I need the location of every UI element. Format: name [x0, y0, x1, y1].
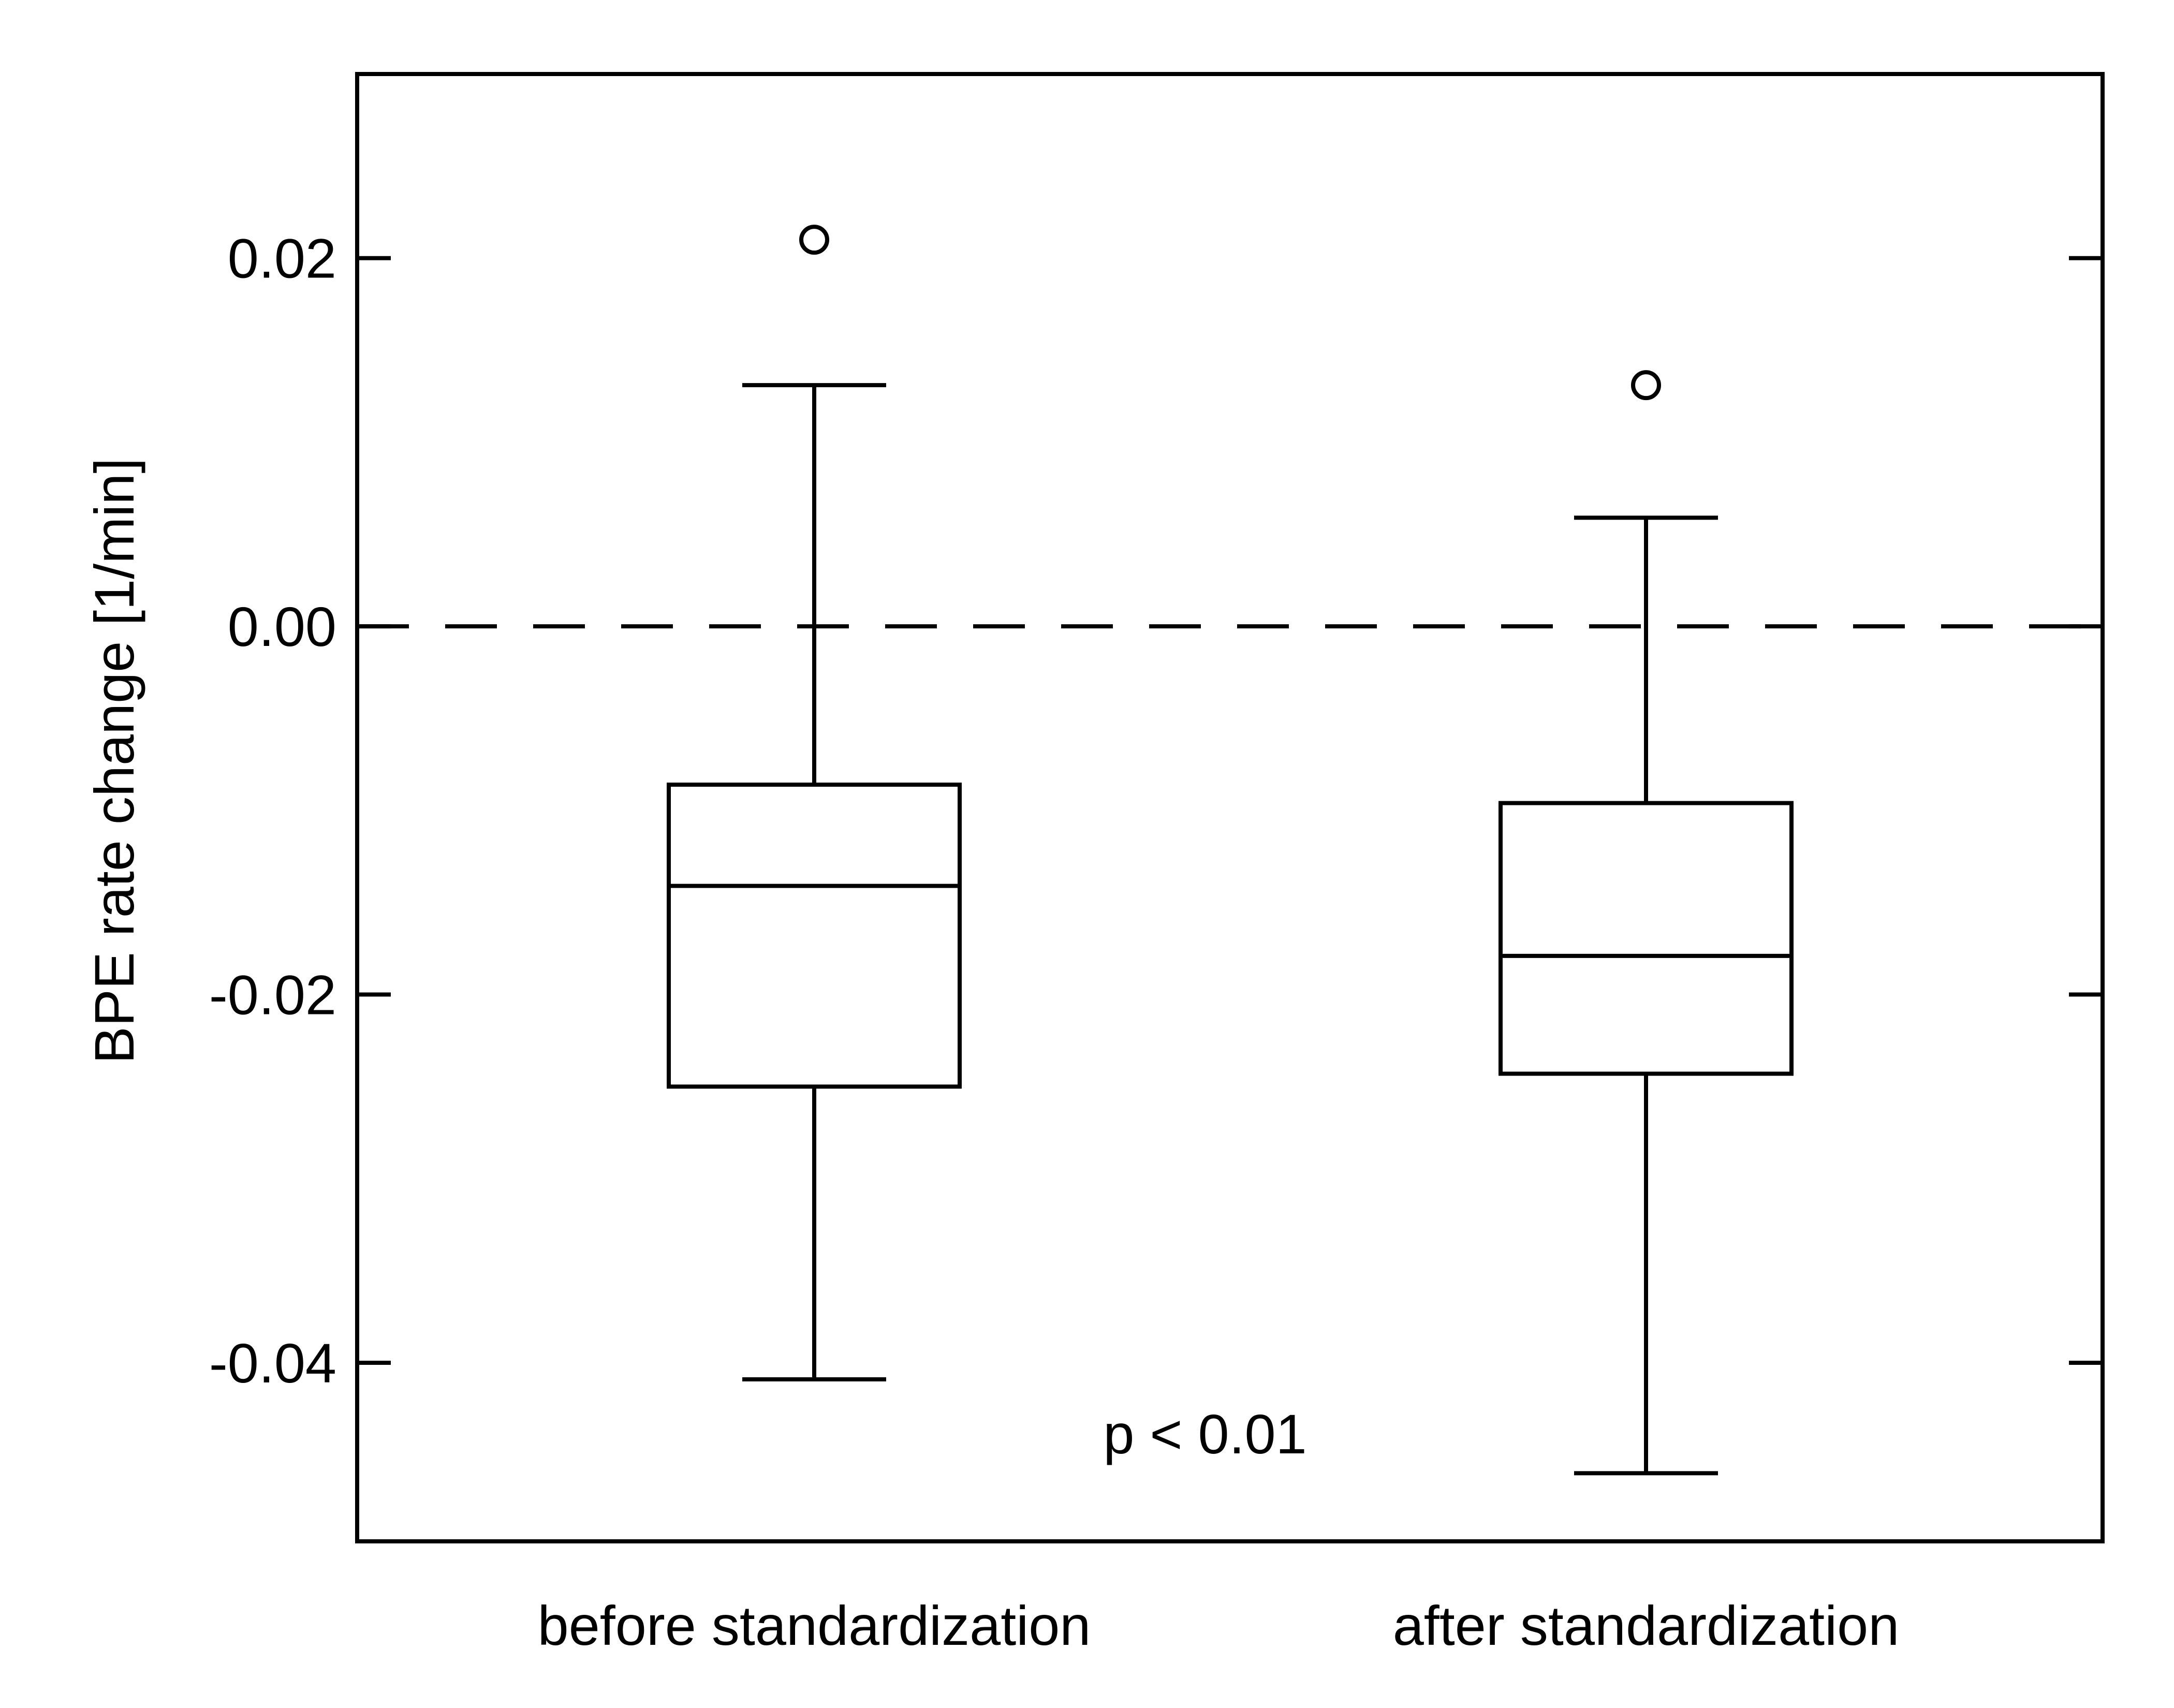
boxes [667, 225, 1794, 1476]
p-value-annotation: p < 0.01 [1103, 1403, 1306, 1465]
plot-frame [355, 72, 2105, 1543]
iqr-box [1499, 801, 1794, 1076]
box-after [1499, 370, 1794, 1476]
y-axis-label: BPE rate change [1/min] [83, 458, 145, 1064]
box-before [667, 225, 962, 1381]
iqr-box [667, 783, 962, 1089]
category-label-after: after standardization [1393, 1594, 1900, 1657]
outlier-point [799, 225, 829, 255]
outlier-point [1631, 370, 1661, 401]
y-tick-label: 0.02 [228, 227, 336, 290]
y-tick-label: -0.04 [209, 1332, 336, 1394]
y-tick-label: -0.02 [209, 964, 336, 1026]
category-label-before: before standardization [538, 1594, 1091, 1657]
y-ticks: 0.02 0.00 -0.02 -0.04 [209, 227, 2103, 1394]
y-tick-label: 0.00 [228, 595, 336, 658]
